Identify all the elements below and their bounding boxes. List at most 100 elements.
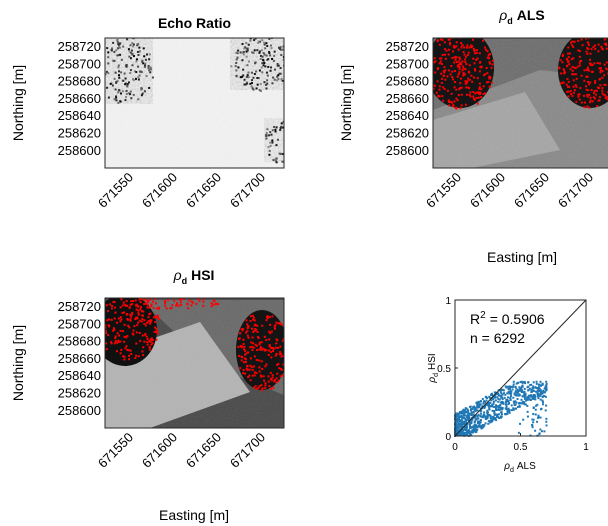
- highlight-pixel: [197, 298, 200, 300]
- texture-pixel: [284, 53, 286, 55]
- scatter-point: [498, 394, 501, 397]
- highlight-pixel: [605, 67, 608, 70]
- scatter-point: [479, 400, 482, 403]
- scatter-point: [502, 389, 505, 392]
- y-tick-label: 258700: [58, 56, 101, 71]
- highlight-pixel: [571, 65, 574, 68]
- highlight-pixel: [239, 367, 242, 370]
- highlight-pixel: [140, 298, 143, 301]
- scatter-point: [499, 411, 502, 414]
- highlight-pixel: [597, 43, 600, 46]
- scatter-ylabel: ρdHSI: [427, 353, 440, 383]
- scatter-point: [521, 389, 524, 392]
- y-tick-label: 258600: [58, 403, 101, 418]
- highlight-pixel: [165, 307, 168, 310]
- highlight-pixel: [114, 342, 117, 345]
- highlight-pixel: [441, 77, 444, 80]
- highlight-pixel: [155, 330, 158, 333]
- scatter-point: [504, 385, 507, 388]
- scatter-point: [539, 380, 542, 383]
- scatter-point: [503, 392, 506, 395]
- scatter-point: [483, 415, 486, 418]
- scatter-point: [468, 429, 471, 432]
- highlight-pixel: [442, 99, 445, 102]
- texture-pixel: [147, 64, 150, 67]
- panel1-y-ticks: 2587202587002586802586602586402586202586…: [58, 39, 101, 158]
- scatter-point: [484, 396, 487, 399]
- texture-pixel: [143, 66, 146, 69]
- highlight-pixel: [573, 89, 576, 92]
- texture-pixel: [267, 65, 270, 68]
- highlight-pixel: [469, 95, 472, 98]
- highlight-pixel: [260, 360, 263, 363]
- scatter-point: [497, 408, 500, 411]
- highlight-pixel: [433, 61, 436, 64]
- highlight-pixel: [144, 334, 147, 337]
- highlight-pixel: [567, 60, 570, 63]
- scatter-point: [538, 387, 541, 390]
- highlight-pixel: [134, 299, 137, 302]
- scatter-point: [477, 413, 480, 416]
- scatter-point: [462, 410, 465, 413]
- panel2-x-ticks: 671550 671600 671650 671700: [423, 170, 596, 211]
- highlight-pixel: [487, 80, 490, 83]
- panel3-title: ρd HSI: [173, 267, 215, 286]
- highlight-pixel: [456, 99, 459, 102]
- texture-pixel: [106, 86, 109, 89]
- highlight-pixel: [588, 83, 591, 86]
- texture-pixel: [124, 99, 127, 102]
- scatter-point: [537, 397, 540, 400]
- scatter-point: [457, 418, 460, 421]
- highlight-pixel: [472, 90, 475, 93]
- texture-pixel: [136, 50, 139, 53]
- scatter-point: [544, 409, 547, 412]
- scatter-point: [506, 398, 509, 401]
- scatter-point: [539, 416, 542, 419]
- highlight-pixel: [596, 105, 599, 108]
- scatter-point: [541, 396, 544, 399]
- highlight-pixel: [135, 331, 138, 334]
- highlight-pixel: [578, 93, 581, 96]
- highlight-pixel: [106, 319, 109, 322]
- scatter-point: [493, 405, 496, 408]
- highlight-pixel: [202, 300, 205, 303]
- texture-pixel: [258, 89, 261, 92]
- scatter-point: [486, 409, 489, 412]
- scatter-point: [536, 420, 539, 423]
- texture-pixel: [260, 66, 263, 69]
- highlight-pixel: [451, 50, 454, 53]
- highlight-pixel: [134, 318, 137, 321]
- scatter-point: [458, 412, 461, 415]
- x-tick-label: 671600: [139, 430, 180, 471]
- scatter-point: [545, 389, 548, 392]
- highlight-pixel: [131, 303, 134, 306]
- highlight-pixel: [110, 341, 113, 344]
- scatter-point: [492, 416, 495, 419]
- highlight-pixel: [450, 92, 453, 95]
- highlight-pixel: [443, 71, 446, 74]
- scatter-point: [476, 401, 479, 404]
- panel2-y-ticks: 2587202587002586802586602586402586202586…: [386, 39, 429, 158]
- texture-pixel: [243, 83, 246, 86]
- scatter-point: [518, 405, 521, 408]
- scatter-point: [494, 391, 497, 394]
- highlight-pixel: [101, 344, 103, 346]
- highlight-pixel: [265, 315, 268, 318]
- y-tick-label: 258720: [386, 39, 429, 54]
- texture-pixel: [267, 58, 270, 61]
- scatter-point: [532, 381, 535, 384]
- highlight-pixel: [569, 68, 572, 71]
- texture-pixel: [145, 75, 148, 78]
- highlight-pixel: [242, 361, 245, 364]
- highlight-pixel: [258, 343, 261, 346]
- scatter-point: [518, 386, 521, 389]
- texture-pixel: [287, 124, 289, 126]
- highlight-pixel: [102, 315, 104, 317]
- scatter-point: [526, 410, 529, 413]
- texture-pixel: [103, 70, 105, 72]
- scatter-point: [542, 395, 545, 398]
- texture-pixel: [287, 148, 289, 150]
- highlight-pixel: [129, 349, 132, 352]
- highlight-pixel: [111, 304, 114, 307]
- highlight-pixel: [253, 355, 256, 358]
